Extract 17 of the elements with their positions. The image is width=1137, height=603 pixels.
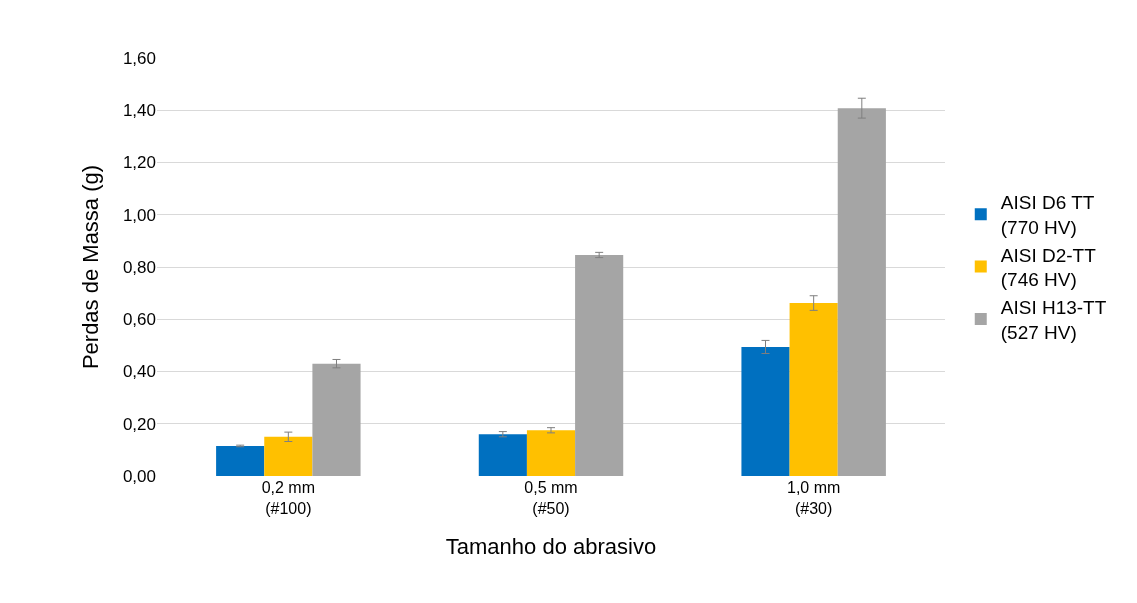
y-tick-label: 0,80 (122, 257, 156, 277)
y-tick-label: 1,20 (122, 153, 156, 173)
y-tick-label: 0,20 (122, 414, 156, 434)
x-axis-title: Tamanho do abrasivo (445, 533, 657, 559)
x-tick-label: 0,5 mm (#50) (524, 479, 578, 517)
x-tick-label: 0,2 mm (#100) (261, 479, 315, 517)
y-axis-title: Perdas de Massa (g) (77, 164, 103, 370)
y-tick-label: 1,40 (122, 101, 156, 121)
y-tick-label: 1,60 (122, 48, 156, 68)
legend-label: AISI H13-TT (527 HV) (1000, 297, 1107, 343)
legend-label: AISI D6 TT (770 HV) (1000, 192, 1095, 238)
y-tick-label: 1,00 (122, 205, 156, 225)
x-tick-label: 1,0 mm (#30) (787, 479, 841, 517)
y-tick-label: 0,60 (122, 310, 156, 330)
y-tick-label: 0,00 (122, 466, 156, 486)
y-tick-label: 0,40 (122, 362, 156, 382)
legend-label: AISI D2-TT (746 HV) (1000, 244, 1097, 291)
